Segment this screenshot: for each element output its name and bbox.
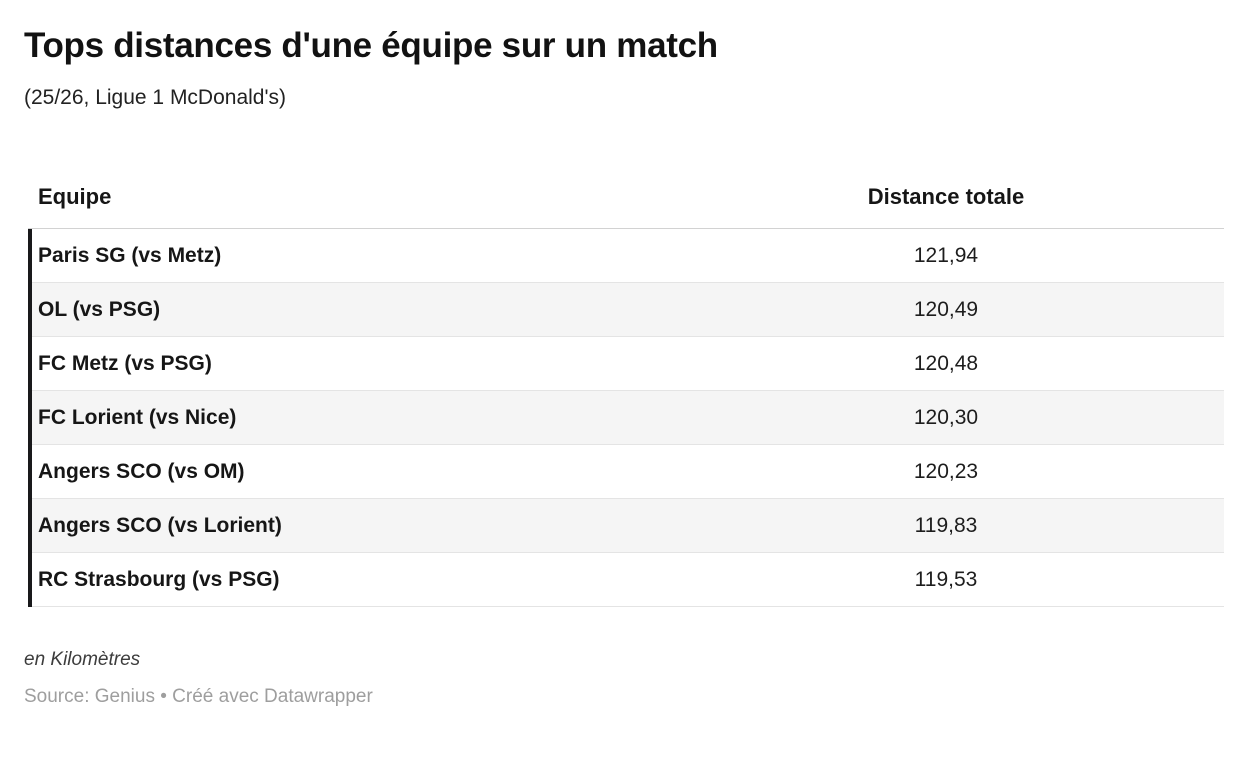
team-cell: Angers SCO (vs OM) (38, 459, 245, 483)
team-cell: RC Strasbourg (vs PSG) (38, 567, 280, 591)
value-cell: 119,53 (914, 567, 978, 591)
source-line: Source: Genius • Créé avec Datawrapper (24, 686, 373, 708)
unit-note: en Kilomètres (24, 649, 141, 671)
value-cell: 120,30 (913, 405, 979, 429)
chart-title: Tops distances d'une équipe sur un match (24, 26, 718, 65)
team-cell: Paris SG (vs Metz) (38, 243, 222, 267)
table-row: Angers SCO (vs OM) 120,23 (32, 445, 1224, 500)
value-cell: 120,49 (913, 297, 979, 321)
table-row: FC Lorient (vs Nice) 120,30 (32, 391, 1224, 446)
value-cell: 121,94 (913, 243, 979, 267)
table-row: Paris SG (vs Metz) 121,94 (32, 229, 1224, 284)
table-row: RC Strasbourg (vs PSG) 119,53 (32, 553, 1224, 608)
team-cell: FC Metz (vs PSG) (38, 351, 212, 375)
value-cell: 120,48 (913, 351, 979, 375)
data-table: Equipe Distance totale Paris SG (vs Metz… (28, 170, 1224, 608)
value-cell: 119,83 (914, 513, 978, 537)
chart-container: Tops distances d'une équipe sur un match… (0, 26, 1240, 758)
table-header-row: Equipe Distance totale (28, 170, 1224, 230)
team-cell: Angers SCO (vs Lorient) (38, 513, 282, 537)
chart-subtitle: (25/26, Ligue 1 McDonald's) (24, 86, 286, 110)
value-cell: 120,23 (913, 459, 979, 483)
table-body: Paris SG (vs Metz) 121,94 OL (vs PSG) 12… (28, 229, 1224, 608)
table-row: FC Metz (vs PSG) 120,48 (32, 337, 1224, 392)
column-header-distance: Distance totale (867, 184, 1025, 210)
team-cell: FC Lorient (vs Nice) (38, 405, 237, 429)
team-cell: OL (vs PSG) (38, 297, 161, 321)
column-header-equipe: Equipe (38, 184, 112, 210)
table-row: OL (vs PSG) 120,49 (32, 283, 1224, 338)
table-row: Angers SCO (vs Lorient) 119,83 (32, 499, 1224, 554)
